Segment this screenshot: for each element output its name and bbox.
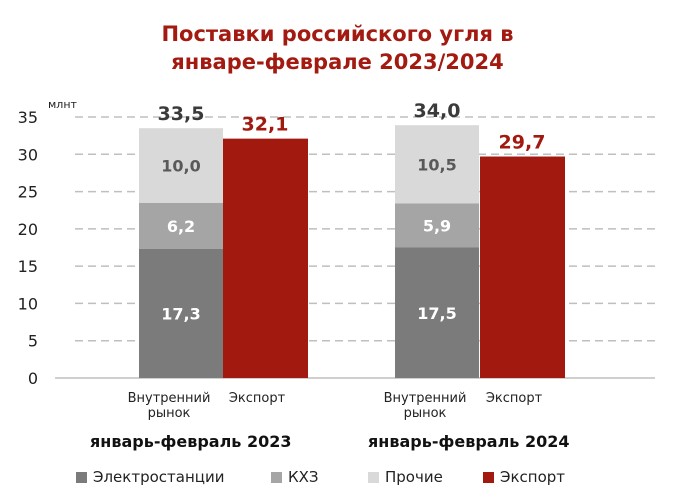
y-tick-label: 5 (28, 332, 38, 351)
legend-item-export: Экспорт (483, 468, 565, 486)
y-tick-label: 30 (18, 145, 38, 164)
legend-item-power: Электростанции (76, 468, 224, 486)
export-label: 32,1 (242, 114, 289, 136)
title-line-2: январе-феврале 2023/2024 (171, 50, 504, 74)
bar-segment-КХЗ (395, 203, 479, 248)
legend-item-other: Прочие (368, 468, 443, 486)
y-tick-label: 25 (18, 183, 38, 202)
y-axis-unit: млнт (48, 98, 78, 111)
data-label: 10,0 (161, 156, 200, 175)
data-label: 5,9 (423, 217, 451, 236)
total-label: 33,5 (158, 103, 205, 125)
legend-swatch (271, 471, 282, 483)
legend-swatch (483, 471, 494, 483)
total-label: 34,0 (414, 100, 461, 122)
chart-title: Поставки российского угля в январе-февра… (0, 20, 675, 76)
group-label-2023: январь-февраль 2023 (90, 432, 292, 451)
data-label: 10,5 (417, 155, 456, 174)
data-label: 6,2 (167, 217, 195, 236)
bar-export (480, 156, 565, 378)
bar-export (223, 138, 308, 378)
category-label: Экспорт (229, 391, 286, 406)
bar-segment-Электростанции (395, 247, 479, 378)
data-label: 17,3 (161, 304, 200, 323)
bar-segment-Прочие (395, 125, 479, 204)
data-label: 17,5 (417, 304, 456, 323)
legend-swatch (76, 471, 87, 483)
bar-segment-Электростанции (139, 248, 223, 378)
y-tick-label: 20 (18, 220, 38, 239)
legend-label: КХЗ (288, 468, 319, 486)
legend-swatch (368, 471, 379, 483)
group-label-2024: январь-февраль 2024 (368, 432, 570, 451)
bar-segment-КХЗ (139, 202, 223, 249)
y-tick-label: 35 (18, 108, 38, 127)
y-tick-label: 15 (18, 257, 38, 276)
legend-label: Электростанции (93, 468, 225, 486)
category-label: Внутренний (384, 391, 467, 406)
category-label: Внутренний (128, 391, 211, 406)
category-label: рынок (404, 406, 447, 421)
y-tick-label: 10 (18, 294, 38, 313)
category-label: рынок (148, 406, 191, 421)
legend-label: Прочие (385, 468, 443, 486)
title-line-1: Поставки российского угля в (161, 22, 514, 46)
bar-segment-Прочие (139, 128, 223, 203)
legend-item-kkhz: КХЗ (271, 468, 319, 486)
export-label: 29,7 (499, 132, 546, 154)
y-tick-label: 0 (28, 369, 38, 388)
legend-label: Экспорт (500, 468, 566, 486)
category-label: Экспорт (486, 391, 543, 406)
